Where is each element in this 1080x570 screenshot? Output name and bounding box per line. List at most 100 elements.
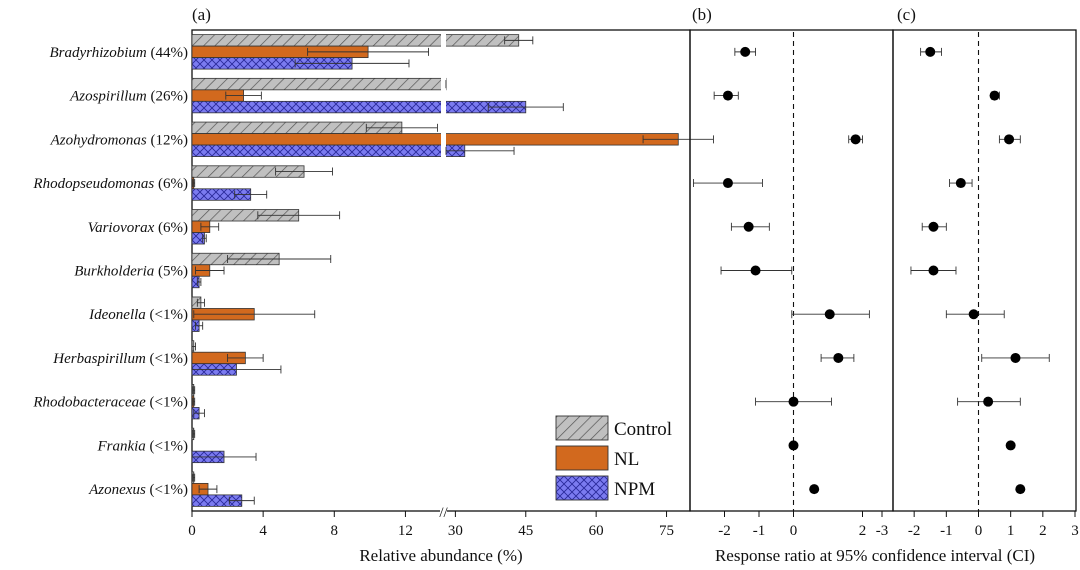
x-tick-label: 3 [1071, 523, 1079, 539]
taxon-share: (6%) [154, 220, 188, 236]
point-variovorax [928, 221, 939, 232]
x-tick-label: -2 [718, 523, 731, 539]
panel-a: (a) Bradyrhizobium (44%) Azospirillum (26… [32, 5, 714, 565]
category-label-variovorax: Variovorax (6%) [88, 220, 188, 236]
taxon-share: (<1%) [146, 482, 188, 498]
taxon-name: Bradyrhizobium [50, 45, 147, 61]
x-tick-label: 0 [975, 523, 983, 539]
x-tick-label: 30 [448, 523, 463, 539]
point-rhodobacteraceae [788, 396, 799, 407]
x-tick-label: 0 [790, 523, 798, 539]
taxon-name: Azohydromonas [50, 132, 147, 148]
point-burkholderia [750, 265, 761, 276]
x-tick-label: 12 [398, 523, 413, 539]
panel-c-frame [892, 29, 1077, 512]
bar-npm-azospirillum [191, 100, 527, 114]
category-label-azonexus: Azonexus (<1%) [88, 482, 188, 498]
point-azospirillum [722, 90, 733, 101]
category-label-ideonella: Ideonella (<1%) [88, 307, 188, 323]
legend-label-npm: NPM [614, 479, 655, 500]
taxon-name: Azospirillum [69, 89, 147, 105]
taxon-share: (44%) [147, 45, 188, 61]
legend: Control NL NPM [555, 415, 672, 501]
legend-swatch-npm [555, 475, 609, 501]
point-bradyrhizobium [740, 46, 751, 57]
panel-c-points [910, 32, 1050, 511]
category-label-burkholderia: Burkholderia (5%) [74, 264, 188, 280]
panel-a-label: (a) [192, 5, 211, 24]
axis-break-mask [440, 508, 447, 515]
taxon-share: (<1%) [146, 438, 188, 454]
x-tick-label: -1 [753, 523, 766, 539]
panel-b-label: (b) [692, 5, 712, 24]
category-label-azohydromonas: Azohydromonas (12%) [50, 132, 188, 148]
x-tick-label: -3 [876, 523, 889, 539]
taxon-share: (<1%) [146, 351, 188, 367]
point-frankia [788, 440, 799, 451]
response-ratio-xlabel: Response ratio at 95% confidence interva… [715, 546, 1035, 565]
axis-break-marker: // [439, 505, 448, 521]
panel-a-xlabel: Relative abundance (%) [359, 546, 522, 565]
point-ideonella [824, 309, 835, 320]
point-bradyrhizobium [925, 46, 936, 57]
taxon-name: Rhodobacteraceae [32, 395, 146, 411]
taxon-share: (26%) [147, 89, 188, 105]
point-rhodopseudomonas [955, 178, 966, 189]
point-azonexus [1015, 484, 1026, 495]
taxon-name: Ideonella [88, 307, 146, 323]
category-label-frankia: Frankia (<1%) [96, 438, 188, 454]
panel-b: (b) -2 -1 0 2 [689, 5, 894, 539]
taxon-share: (12%) [147, 132, 188, 148]
axis-break-gap [441, 77, 446, 91]
point-rhodobacteraceae [983, 396, 994, 407]
taxon-name: Frankia [96, 438, 145, 454]
axis-break-gap [441, 144, 446, 158]
point-burkholderia [928, 265, 939, 276]
panel-b-x-axis: -2 -1 0 2 [718, 511, 866, 539]
taxon-share: (<1%) [146, 307, 188, 323]
point-azohydromonas [850, 134, 861, 145]
point-variovorax [743, 221, 754, 232]
x-tick-label: 2 [1039, 523, 1047, 539]
taxon-share: (6%) [154, 176, 188, 192]
x-tick-label: -2 [908, 523, 921, 539]
bar-npm-azohydromonas [191, 144, 466, 157]
bar-nl-azohydromonas [191, 133, 679, 146]
bar-error-bars [191, 36, 714, 505]
taxon-name: Herbaspirillum [52, 351, 146, 367]
x-tick-label: 45 [518, 523, 533, 539]
category-label-herbaspirillum: Herbaspirillum (<1%) [52, 351, 188, 367]
point-herbaspirillum [833, 352, 844, 363]
panel-c-x-axis: -3 -2 -1 0 1 2 3 [876, 511, 1079, 539]
point-azospirillum [989, 90, 1000, 101]
taxon-name: Azonexus [88, 482, 146, 498]
axis-break-gap [441, 33, 446, 48]
taxon-name: Rhodopseudomonas [32, 176, 154, 192]
category-label-azospirillum: Azospirillum (26%) [69, 89, 188, 105]
category-label-rhodopseudomonas: Rhodopseudomonas (6%) [32, 176, 188, 192]
axis-break-gap [441, 132, 446, 147]
point-ideonella [968, 309, 979, 320]
category-label-rhodobacteraceae: Rhodobacteraceae (<1%) [32, 395, 188, 411]
point-azohydromonas [1004, 134, 1015, 145]
legend-swatch-control [555, 415, 609, 441]
point-rhodopseudomonas [722, 178, 733, 189]
legend-label-control: Control [614, 419, 672, 440]
panel-a-x-axis: 0 4 8 12 30 45 60 75 // [188, 505, 674, 539]
x-tick-label: 2 [859, 523, 867, 539]
bar-control-azospirillum [191, 77, 447, 91]
x-tick-label: 1 [1007, 523, 1015, 539]
x-tick-label: 0 [188, 523, 196, 539]
x-tick-label: -1 [940, 523, 953, 539]
taxon-share: (5%) [154, 264, 188, 280]
taxon-name: Burkholderia [74, 264, 154, 280]
category-label-bradyrhizobium: Bradyrhizobium (44%) [50, 45, 188, 61]
axis-break-gap [441, 100, 446, 114]
bar-control-bradyrhizobium [191, 34, 520, 47]
point-frankia [1005, 440, 1016, 451]
panel-c: (c) -3 -2 -1 0 1 2 3 [876, 5, 1079, 539]
point-azonexus [809, 484, 820, 495]
category-labels: Bradyrhizobium (44%)Azospirillum (26%)Az… [32, 45, 188, 498]
x-tick-label: 60 [589, 523, 604, 539]
